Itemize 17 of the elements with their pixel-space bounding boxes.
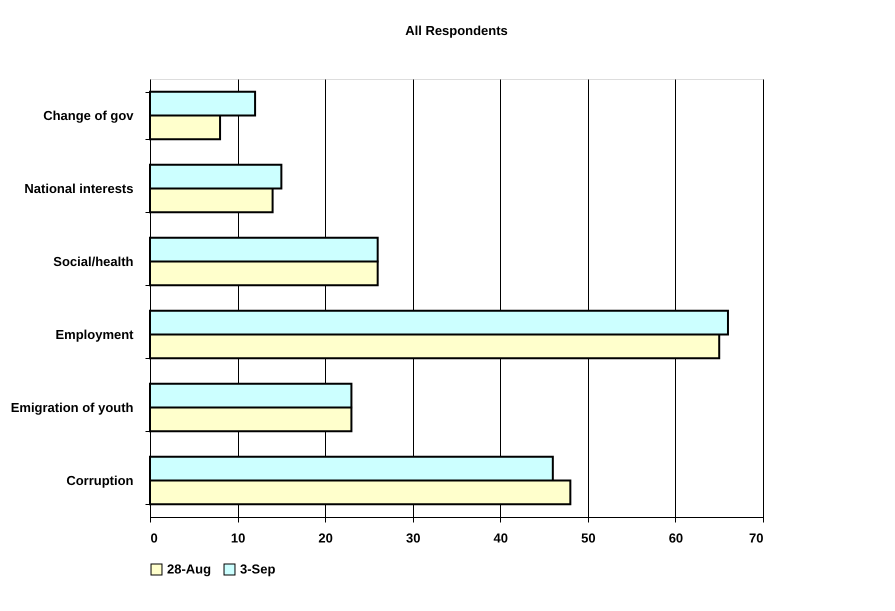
x-tick-label: 60 [668,530,684,546]
x-tick-label: 50 [581,530,596,546]
x-tick-label: 40 [494,530,508,546]
x-tick-label: 30 [406,530,420,546]
x-tick-label: 20 [318,530,333,546]
legend-label: 28-Aug [167,562,212,577]
chart-title: All Respondents [405,23,508,38]
y-tick-label: Change of gov [43,108,134,123]
legend-label: 3-Sep [240,562,276,577]
x-tick-label: 0 [150,530,158,546]
x-tick-label: 10 [230,530,246,546]
y-tick-label: Corruption [66,473,134,488]
y-tick-label: National interests [24,181,134,196]
x-tick-label: 70 [749,530,764,546]
y-tick-label: Employment [55,327,134,342]
y-tick-label: Emigration of youth [10,400,134,415]
y-tick-label: Social/health [53,254,134,269]
